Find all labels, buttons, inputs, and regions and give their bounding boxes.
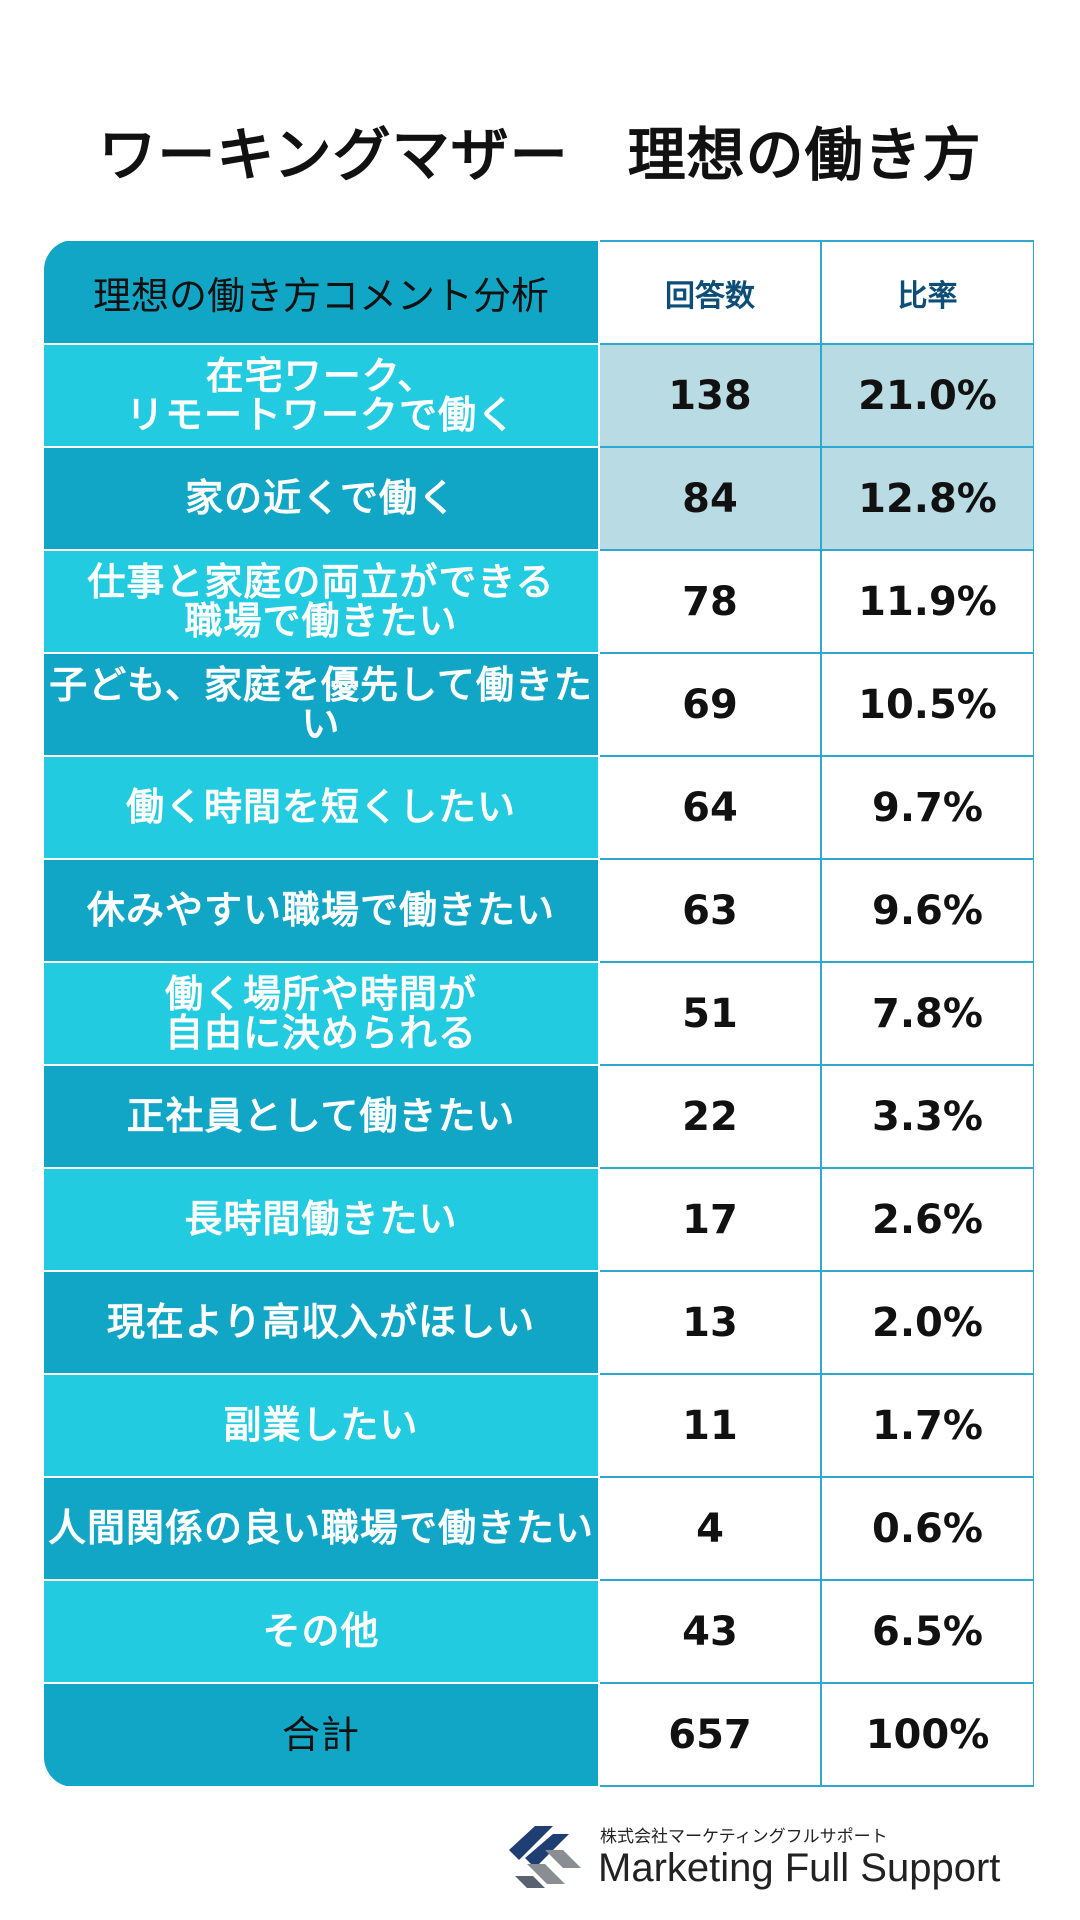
row-count: 138 <box>599 344 822 448</box>
row-ratio: 2.0% <box>821 1271 1034 1375</box>
table-row: 長時間働きたい 17 2.6% <box>44 1168 1034 1272</box>
row-ratio: 0.6% <box>821 1477 1034 1581</box>
total-label: 合計 <box>44 1683 600 1786</box>
table-row: 副業したい 11 1.7% <box>44 1374 1034 1478</box>
row-count: 51 <box>599 962 822 1066</box>
table-row: 人間関係の良い職場で働きたい 4 0.6% <box>44 1477 1034 1581</box>
comment-analysis-table: 理想の働き方コメント分析 回答数 比率 在宅ワーク、 リモートワークで働く 138… <box>44 240 1034 1787</box>
company-name-en: Marketing Full Support <box>598 1846 1001 1890</box>
table-row: その他 43 6.5% <box>44 1580 1034 1684</box>
row-label: 長時間働きたい <box>44 1168 600 1272</box>
row-label-text: 仕事と家庭の両立ができる 職場で働きたい <box>87 559 555 643</box>
row-ratio: 10.5% <box>821 653 1034 757</box>
footer-brand: 株式会社マーケティングフルサポート Marketing Full Support <box>505 1820 1065 1900</box>
total-count: 657 <box>599 1683 822 1787</box>
row-label-text: 正社員として働きたい <box>126 1094 516 1139</box>
page-title: ワーキングマザー 理想の働き方 <box>98 121 982 189</box>
row-ratio: 7.8% <box>821 962 1034 1066</box>
table-row: 仕事と家庭の両立ができる 職場で働きたい 78 11.9% <box>44 550 1034 654</box>
row-ratio: 6.5% <box>821 1580 1034 1684</box>
row-count: 64 <box>599 756 822 860</box>
row-label-text: 働く場所や時間が 自由に決められる <box>164 971 477 1055</box>
row-count: 13 <box>599 1271 822 1375</box>
row-ratio: 3.3% <box>821 1065 1034 1169</box>
row-label-text: 長時間働きたい <box>184 1197 458 1242</box>
row-label-text: 副業したい <box>223 1403 419 1448</box>
row-count: 69 <box>599 653 822 757</box>
row-count: 43 <box>599 1580 822 1684</box>
row-count: 63 <box>599 859 822 963</box>
row-label: 休みやすい職場で働きたい <box>44 859 600 963</box>
header-count: 回答数 <box>599 240 822 345</box>
table-row: 現在より高収入がほしい 13 2.0% <box>44 1271 1034 1375</box>
row-count: 22 <box>599 1065 822 1169</box>
row-label: 仕事と家庭の両立ができる 職場で働きたい <box>44 550 600 654</box>
row-label-text: その他 <box>262 1609 380 1654</box>
row-label-text: 家の近くで働く <box>185 476 457 521</box>
table-row: 正社員として働きたい 22 3.3% <box>44 1065 1034 1169</box>
mfs-logo-icon <box>509 1826 581 1888</box>
row-count: 4 <box>599 1477 822 1581</box>
table-total-row: 合計 657 100% <box>44 1683 1034 1787</box>
table-row: 子ども、家庭を優先して働きたい 69 10.5% <box>44 653 1034 757</box>
row-label: 在宅ワーク、 リモートワークで働く <box>44 344 600 448</box>
table-row: 休みやすい職場で働きたい 63 9.6% <box>44 859 1034 963</box>
row-count: 11 <box>599 1374 822 1478</box>
table-row: 家の近くで働く 84 12.8% <box>44 447 1034 551</box>
row-label: 家の近くで働く <box>44 447 600 551</box>
table-row: 働く時間を短くしたい 64 9.7% <box>44 756 1034 860</box>
table-row: 働く場所や時間が 自由に決められる 51 7.8% <box>44 962 1034 1066</box>
row-ratio: 9.7% <box>821 756 1034 860</box>
row-label: 子ども、家庭を優先して働きたい <box>44 653 600 757</box>
header-ratio: 比率 <box>821 240 1034 345</box>
data-table: 理想の働き方コメント分析 回答数 比率 在宅ワーク、 リモートワークで働く 138… <box>44 240 1034 1787</box>
total-ratio: 100% <box>821 1683 1034 1787</box>
row-label: その他 <box>44 1580 600 1684</box>
company-name-jp: 株式会社マーケティングフルサポート <box>600 1827 888 1847</box>
row-ratio: 12.8% <box>821 447 1034 551</box>
row-label-text: 在宅ワーク、 リモートワークで働く <box>125 353 516 437</box>
row-label-text: 休みやすい職場で働きたい <box>86 888 555 933</box>
row-ratio: 21.0% <box>821 344 1034 448</box>
row-label-text: 現在より高収入がほしい <box>106 1300 536 1345</box>
row-label-text: 働く時間を短くしたい <box>125 785 516 830</box>
table-row: 在宅ワーク、 リモートワークで働く 138 21.0% <box>44 344 1034 448</box>
row-ratio: 11.9% <box>821 550 1034 654</box>
row-label: 副業したい <box>44 1374 600 1478</box>
row-count: 17 <box>599 1168 822 1272</box>
row-label-text: 合計 <box>281 1712 360 1757</box>
row-count: 84 <box>599 447 822 551</box>
row-label: 働く場所や時間が 自由に決められる <box>44 962 600 1066</box>
table-header-row: 理想の働き方コメント分析 回答数 比率 <box>44 240 1034 345</box>
row-ratio: 2.6% <box>821 1168 1034 1272</box>
row-ratio: 1.7% <box>821 1374 1034 1478</box>
row-label-text: 人間関係の良い職場で働きたい <box>47 1506 594 1551</box>
row-count: 78 <box>599 550 822 654</box>
row-label: 正社員として働きたい <box>44 1065 600 1169</box>
row-label-text: 子ども、家庭を優先して働きたい <box>49 662 593 746</box>
row-ratio: 9.6% <box>821 859 1034 963</box>
row-label: 現在より高収入がほしい <box>44 1271 600 1375</box>
header-category: 理想の働き方コメント分析 <box>44 241 600 345</box>
row-label: 人間関係の良い職場で働きたい <box>44 1477 600 1581</box>
row-label: 働く時間を短くしたい <box>44 756 600 860</box>
